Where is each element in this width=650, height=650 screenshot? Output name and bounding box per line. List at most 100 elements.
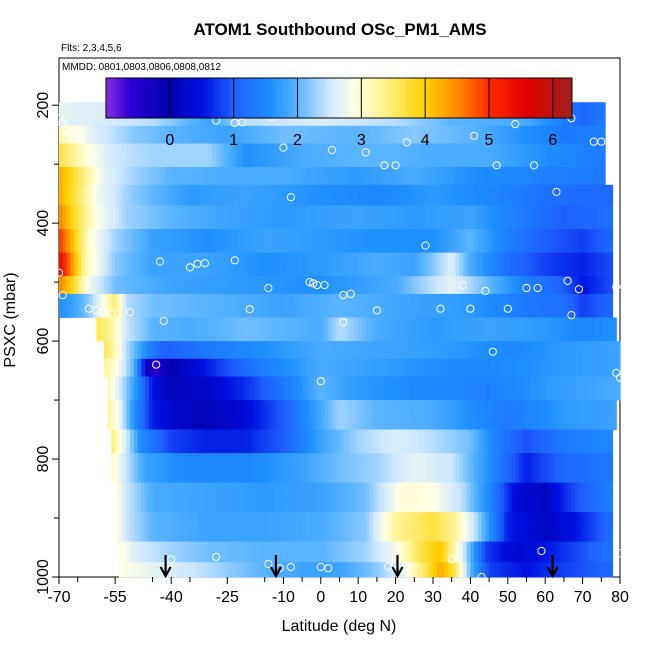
heat-cell: [601, 429, 606, 454]
heat-cell: [380, 125, 385, 144]
heat-cell: [163, 229, 169, 254]
heat-cell: [238, 376, 243, 401]
heat-cell: [395, 482, 400, 513]
heat-cell: [238, 143, 243, 168]
heat-cell: [294, 512, 299, 543]
heat-cell: [324, 376, 329, 401]
heat-cell: [399, 482, 404, 513]
heat-cell: [257, 562, 262, 578]
heat-cell: [130, 541, 135, 563]
colorbar-swatch: [211, 78, 216, 118]
heat-cell: [477, 341, 483, 360]
heat-cell: [103, 293, 109, 318]
heat-cell: [302, 562, 307, 578]
heat-cell: [335, 562, 341, 578]
heat-cell: [96, 143, 101, 168]
heat-cell: [85, 252, 90, 277]
heat-cell: [178, 358, 184, 377]
heat-cell: [601, 229, 606, 254]
heat-cell: [414, 429, 419, 454]
heat-cell: [182, 184, 187, 206]
heat-cell: [257, 482, 262, 513]
heat-cell: [324, 252, 329, 277]
heat-cell: [197, 376, 202, 401]
heat-cell: [107, 205, 112, 230]
heat-cell: [201, 184, 206, 206]
heat-cell: [556, 317, 561, 342]
heat-cell: [70, 102, 75, 127]
heat-cell: [515, 167, 520, 186]
heat-cell: [403, 400, 408, 430]
heat-cell: [388, 541, 393, 563]
heat-cell: [204, 400, 210, 430]
heat-cell: [186, 143, 191, 168]
colorbar-swatch: [157, 78, 161, 118]
heat-cell: [339, 143, 344, 168]
heat-cell: [126, 512, 131, 543]
heat-cell: [496, 512, 501, 543]
heat-cell: [519, 125, 524, 144]
heat-cell: [294, 143, 299, 168]
heat-cell: [253, 229, 258, 254]
heat-cell: [399, 317, 404, 342]
heat-cell: [159, 358, 165, 377]
heat-cell: [593, 482, 599, 513]
heat-cell: [275, 512, 281, 543]
heat-cell: [560, 276, 565, 295]
heat-cell: [608, 276, 614, 295]
heat-cell: [163, 293, 169, 318]
heat-cell: [178, 317, 184, 342]
heat-cell: [212, 400, 217, 430]
heat-cell: [59, 167, 64, 186]
x-axis: -70 -55 -40 -25 -10 0 10 20 30 40 50 60 70 80: [47, 577, 629, 606]
heat-cell: [433, 482, 438, 513]
colorbar-swatch: [169, 78, 174, 118]
heat-cell: [320, 317, 326, 342]
heat-cell: [399, 429, 404, 454]
heat-cell: [388, 341, 393, 360]
colorbar-swatch: [166, 78, 171, 118]
heat-cell: [548, 205, 554, 230]
heat-cell: [507, 341, 513, 360]
colorbar-swatch: [291, 78, 295, 118]
heat-band: [59, 229, 614, 254]
heat-cell: [436, 317, 442, 342]
heat-cell: [324, 512, 329, 543]
heat-cell: [354, 482, 359, 513]
heat-cell: [103, 143, 109, 168]
heat-cell: [403, 512, 408, 543]
heat-cell: [481, 453, 486, 484]
heat-cell: [130, 125, 135, 144]
heat-cell: [354, 252, 359, 277]
heat-cell: [339, 341, 344, 360]
heat-cell: [388, 205, 393, 230]
heat-cell: [462, 293, 468, 318]
x-tick-label: 20: [387, 589, 405, 606]
heat-cell: [358, 376, 363, 401]
heat-cell: [182, 167, 187, 186]
heat-cell: [515, 400, 520, 430]
heat-cell: [133, 205, 139, 230]
heat-cell: [537, 167, 543, 186]
heat-cell: [171, 167, 176, 186]
heat-cell: [545, 293, 550, 318]
heat-cell: [242, 562, 247, 578]
heat-cell: [118, 482, 124, 513]
heat-cell: [511, 317, 516, 342]
heat-cell: [167, 293, 172, 318]
heat-cell: [201, 453, 206, 484]
heat-cell: [182, 541, 187, 563]
heat-cell: [466, 317, 471, 342]
heat-cell: [578, 482, 584, 513]
heat-cell: [178, 205, 184, 230]
heat-cell: [444, 293, 449, 318]
heat-cell: [257, 143, 262, 168]
colorbar-swatch: [546, 78, 551, 118]
heat-cell: [541, 512, 546, 543]
heat-cell: [287, 276, 292, 295]
heat-cell: [470, 125, 475, 144]
heat-cell: [126, 453, 131, 484]
heat-cell: [515, 482, 520, 513]
heat-cell: [339, 317, 344, 342]
heat-cell: [242, 341, 247, 360]
